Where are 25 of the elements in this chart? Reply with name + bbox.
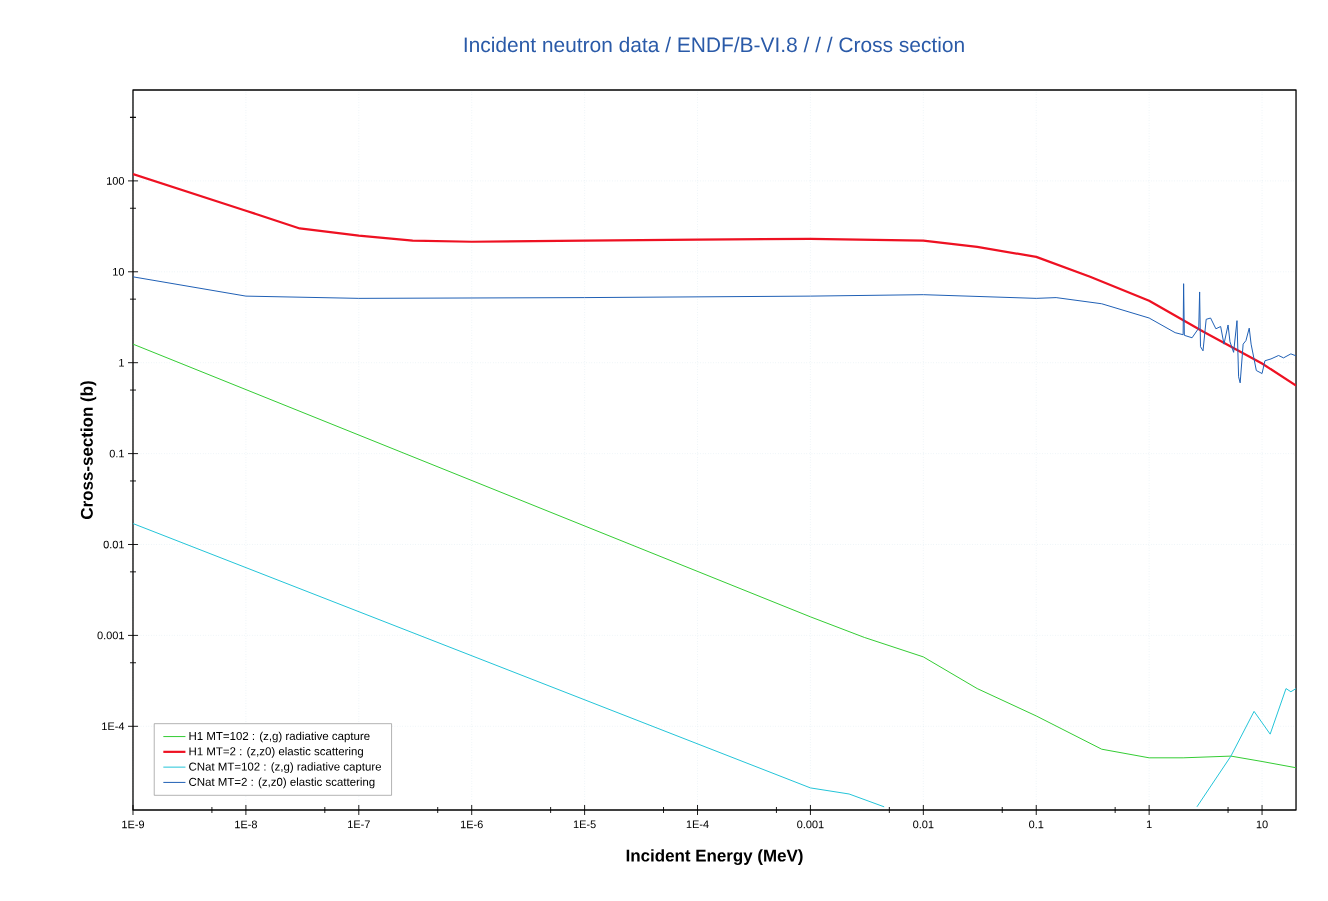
legend-label: CNat MT=102 : (z,g) radiative capture [189,762,382,773]
x-tick-label: 0.001 [797,820,824,829]
x-tick-label: 1E-4 [686,820,709,829]
y-tick-label: 1 [119,358,124,367]
y-tick-label: 0.001 [97,631,124,640]
x-tick-label: 1E-5 [573,820,596,829]
y-tick-label: 100 [107,177,125,185]
x-tick-label: 1E-6 [460,820,483,829]
x-tick-label: 1E-8 [235,820,257,829]
x-axis-title: Incident Energy (MeV) [626,849,803,865]
legend-label: H1 MT=102 : (z,g) radiative capture [189,731,370,743]
x-tick-label: 1E-9 [122,820,145,829]
x-tick-label: 1 [1146,820,1152,829]
y-tick-label: 1E-4 [102,722,125,731]
x-tick-label: 1E-7 [348,820,370,829]
x-tick-label: 0.1 [1029,820,1044,829]
chart-title: Incident neutron data / ENDF/B-VI.8 / / / Cross section [464,36,964,53]
legend-label: H1 MT=2 : (z,z0) elastic scattering [189,746,363,758]
y-tick-label: 0.1 [109,449,124,458]
y-axis-title: Cross-section (b) [80,381,97,519]
x-tick-label: 10 [1256,820,1268,829]
legend-label: CNat MT=2 : (z,z0) elastic scattering [189,777,375,789]
y-tick-label: 0.01 [103,540,124,549]
x-tick-label: 0.01 [913,820,934,829]
y-tick-label: 10 [113,267,125,276]
